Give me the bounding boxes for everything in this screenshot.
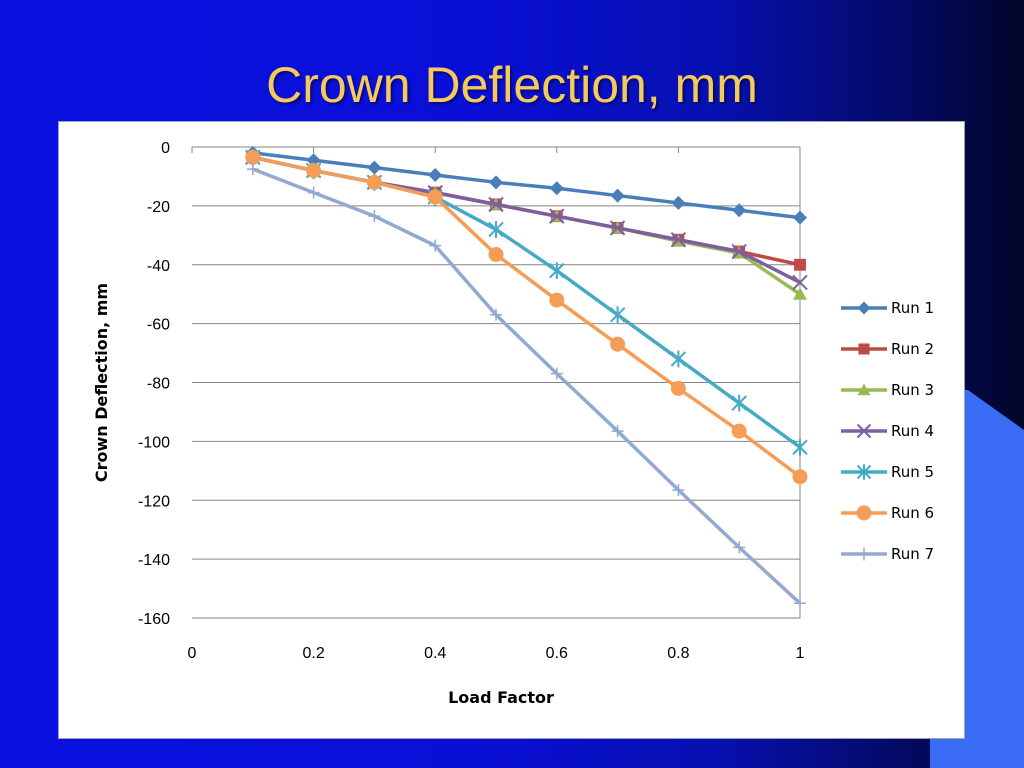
data-point-run-1 bbox=[610, 188, 625, 203]
data-point-run-7 bbox=[368, 210, 381, 223]
data-point-run-6 bbox=[610, 336, 626, 352]
legend-label-run-1: Run 1 bbox=[891, 299, 934, 317]
legend-label-run-2: Run 2 bbox=[891, 340, 934, 358]
data-point-run-1 bbox=[428, 167, 443, 182]
data-point-run-5 bbox=[488, 221, 504, 238]
legend-marker-run-6 bbox=[856, 505, 872, 521]
data-point-run-1 bbox=[489, 175, 503, 190]
data-point-run-5 bbox=[549, 262, 565, 280]
y-tick-label: -120 bbox=[138, 493, 170, 510]
x-tick-label: 0.4 bbox=[424, 645, 446, 662]
data-point-run-6 bbox=[427, 189, 443, 205]
data-point-run-4 bbox=[609, 220, 626, 236]
data-point-run-6 bbox=[731, 423, 747, 439]
data-point-run-7 bbox=[490, 308, 502, 321]
data-point-run-1 bbox=[793, 210, 807, 225]
y-tick-label: -100 bbox=[138, 434, 170, 451]
data-point-run-3 bbox=[793, 287, 807, 300]
series-line-run-3 bbox=[252, 155, 801, 296]
data-point-run-5 bbox=[609, 306, 626, 324]
line-chart: 0 -20 -40 -60 -80 -100 -120 -140 -160 0 0.2 0.4 0.6 0… bbox=[92, 140, 934, 707]
y-tick-label: 0 bbox=[161, 140, 170, 157]
data-point-run-5 bbox=[670, 350, 687, 368]
y-tick-label: -20 bbox=[147, 199, 170, 216]
y-tick-label: -140 bbox=[138, 552, 170, 569]
y-tick-label: -160 bbox=[138, 611, 170, 628]
legend-marker-run-1 bbox=[857, 301, 871, 315]
series-line-run-1 bbox=[252, 151, 801, 220]
data-point-run-7 bbox=[672, 483, 685, 496]
legend-marker-run-2 bbox=[858, 343, 870, 355]
y-axis-title: Crown Deflection, mm bbox=[92, 283, 111, 482]
data-point-run-6 bbox=[488, 246, 504, 262]
data-point-run-6 bbox=[792, 469, 808, 485]
data-point-run-7 bbox=[246, 163, 259, 176]
slide-title: Crown Deflection, mm bbox=[266, 57, 758, 113]
data-point-run-4 bbox=[792, 274, 808, 291]
data-point-run-1 bbox=[671, 195, 686, 210]
y-tick-label: -60 bbox=[147, 317, 170, 334]
chart-area: 0 -20 -40 -60 -80 -100 -120 -140 -160 0 0.2 0.4 0.6 0… bbox=[58, 121, 965, 739]
data-point-run-7 bbox=[429, 239, 442, 252]
data-point-run-7 bbox=[550, 367, 563, 380]
data-point-run-6 bbox=[549, 292, 565, 308]
legend-label-run-4: Run 4 bbox=[891, 422, 934, 440]
data-point-run-7 bbox=[307, 186, 320, 199]
data-point-run-1 bbox=[367, 160, 382, 175]
legend-marker-run-4 bbox=[856, 423, 872, 439]
legend-marker-run-5 bbox=[856, 464, 872, 480]
legend-label-run-5: Run 5 bbox=[891, 463, 934, 481]
data-point-run-5 bbox=[731, 394, 747, 412]
data-point-run-4 bbox=[549, 208, 565, 224]
x-tick-label: 1 bbox=[796, 645, 805, 662]
data-point-run-4 bbox=[488, 196, 504, 213]
data-point-run-6 bbox=[670, 380, 686, 396]
x-tick-label: 0.2 bbox=[302, 645, 324, 662]
data-point-run-6 bbox=[245, 149, 261, 165]
data-point-run-1 bbox=[549, 181, 564, 196]
data-point-run-1 bbox=[306, 153, 321, 168]
data-point-run-6 bbox=[306, 163, 322, 179]
data-point-run-7 bbox=[733, 541, 746, 554]
data-point-run-4 bbox=[731, 243, 747, 260]
series-line-run-7 bbox=[252, 167, 802, 605]
x-tick-label: 0.6 bbox=[546, 645, 568, 662]
data-point-run-4 bbox=[670, 232, 687, 248]
data-point-run-1 bbox=[732, 203, 747, 218]
legend-label-run-3: Run 3 bbox=[891, 381, 934, 399]
x-tick-label: 0 bbox=[188, 645, 197, 662]
data-point-run-2 bbox=[794, 258, 806, 271]
legend-marker-run-3 bbox=[857, 383, 871, 396]
x-tick-label: 0.8 bbox=[667, 645, 689, 662]
series-line-run-6 bbox=[252, 155, 802, 479]
legend-label-run-6: Run 6 bbox=[891, 504, 934, 522]
x-axis-title: Load Factor bbox=[448, 688, 554, 707]
y-tick-label: -40 bbox=[147, 258, 170, 275]
data-point-run-5 bbox=[792, 438, 808, 456]
legend-marker-run-7 bbox=[857, 547, 871, 561]
y-tick-label: -80 bbox=[147, 376, 170, 393]
data-point-run-7 bbox=[611, 425, 624, 438]
legend-label-run-7: Run 7 bbox=[891, 545, 934, 563]
data-point-run-7 bbox=[794, 597, 806, 610]
data-point-run-6 bbox=[366, 174, 382, 190]
